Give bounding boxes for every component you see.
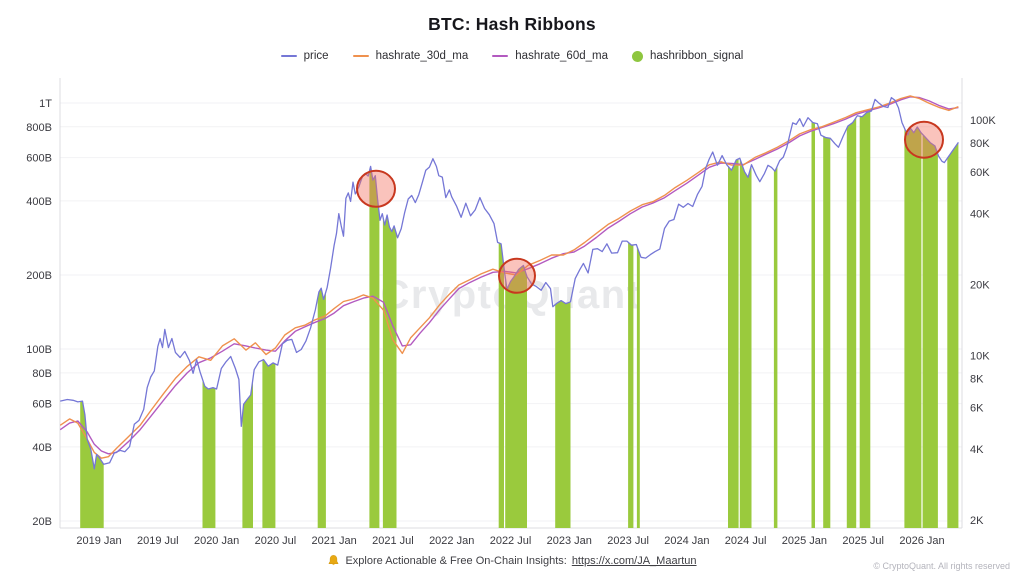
svg-text:2025 Jan: 2025 Jan (782, 535, 827, 547)
legend-item-hashrate-30d-ma[interactable]: hashrate_30d_ma (352, 50, 469, 62)
legend-label: hashribbon_signal (650, 50, 744, 62)
svg-text:4K: 4K (970, 444, 984, 456)
svg-text:40K: 40K (970, 209, 990, 221)
svg-text:2024 Jul: 2024 Jul (725, 535, 767, 547)
svg-text:20B: 20B (32, 516, 52, 528)
price-line (60, 96, 959, 470)
svg-text:200B: 200B (26, 270, 52, 282)
alert-circle (904, 120, 944, 159)
svg-text:2020 Jul: 2020 Jul (255, 535, 297, 547)
svg-text:2025 Jul: 2025 Jul (842, 535, 884, 547)
price-line-swatch (280, 55, 297, 57)
svg-text:100K: 100K (970, 115, 996, 127)
svg-text:40B: 40B (32, 442, 52, 454)
right-axis-labels: 2K 4K 6K 8K 10K 20K 40K 60K 80K 100K (970, 115, 996, 527)
legend-item-hashrate-60d-ma[interactable]: hashrate_60d_ma (492, 50, 608, 62)
legend-label: hashrate_60d_ma (515, 50, 608, 62)
svg-text:2022 Jul: 2022 Jul (490, 535, 532, 547)
left-axis-labels: 20B 40B 60B 80B 100B 200B 400B 600B 800B 1T (26, 98, 52, 528)
svg-text:60B: 60B (32, 399, 52, 411)
svg-text:80K: 80K (970, 138, 990, 150)
svg-text:2021 Jan: 2021 Jan (311, 535, 356, 547)
svg-text:800B: 800B (26, 122, 52, 134)
svg-text:2019 Jul: 2019 Jul (137, 535, 179, 547)
svg-text:8K: 8K (970, 373, 984, 385)
svg-text:2023 Jan: 2023 Jan (547, 535, 592, 547)
footer-link[interactable]: https://x.com/JA_Maartun (571, 554, 697, 567)
hashrate-30d-swatch (352, 55, 369, 57)
copyright: © CryptoQuant. All rights reserved (873, 561, 1010, 571)
hashrate-60d-ma-line (60, 96, 959, 455)
svg-text:20K: 20K (970, 280, 990, 292)
chart-legend: price hashrate_30d_ma hashrate_60d_ma ha… (0, 50, 1024, 62)
svg-text:2024 Jan: 2024 Jan (664, 535, 709, 547)
svg-text:2020 Jan: 2020 Jan (194, 535, 239, 547)
legend-item-hashribbon-signal[interactable]: hashribbon_signal (632, 50, 743, 62)
footer-text: Explore Actionable & Free On-Chain Insig… (345, 554, 567, 567)
legend-label: hashrate_30d_ma (375, 50, 469, 62)
svg-text:600B: 600B (26, 153, 52, 165)
svg-text:100B: 100B (26, 344, 52, 356)
svg-text:1T: 1T (39, 98, 52, 110)
svg-text:10K: 10K (970, 350, 990, 362)
svg-text:2023 Jul: 2023 Jul (607, 535, 649, 547)
svg-text:60K: 60K (970, 167, 990, 179)
svg-text:2021 Jul: 2021 Jul (372, 535, 414, 547)
hashribbon-signal-bars (80, 111, 959, 528)
svg-text:80B: 80B (32, 368, 52, 380)
x-axis-labels: 2019 Jan 2019 Jul 2020 Jan 2020 Jul 2021 Jan… (76, 535, 944, 547)
svg-text:2022 Jan: 2022 Jan (429, 535, 474, 547)
legend-label: price (303, 50, 329, 62)
hashrate-60d-swatch (492, 55, 509, 57)
svg-text:2019 Jan: 2019 Jan (76, 535, 121, 547)
svg-text:400B: 400B (26, 196, 52, 208)
page-title: BTC: Hash Ribbons (428, 14, 596, 34)
legend-item-price[interactable]: price (280, 50, 329, 62)
signal-alert-circles (356, 120, 944, 294)
alert-circle (356, 169, 396, 208)
svg-text:2K: 2K (970, 515, 984, 527)
svg-text:6K: 6K (970, 403, 984, 415)
footer: Explore Actionable & Free On-Chain Insig… (0, 554, 1024, 567)
svg-text:2026 Jan: 2026 Jan (899, 535, 944, 547)
alert-circle (498, 257, 536, 294)
hashribbon-signal-swatch (632, 50, 643, 62)
hashrate-30d-ma-line (60, 95, 959, 459)
bell-icon (327, 554, 340, 567)
